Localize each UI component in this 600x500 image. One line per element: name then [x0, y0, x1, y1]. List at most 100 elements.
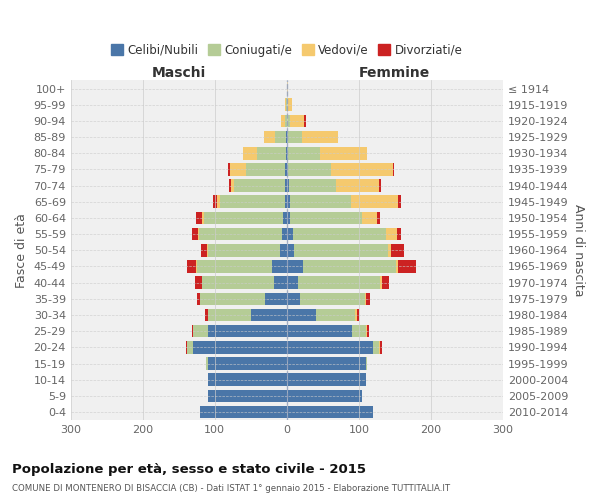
Bar: [287, 341, 373, 353]
Bar: [287, 196, 290, 208]
Bar: [208, 308, 251, 322]
Bar: [288, 98, 292, 111]
Bar: [304, 114, 305, 127]
Bar: [287, 260, 302, 273]
Bar: [205, 308, 208, 322]
Y-axis label: Anni di nascita: Anni di nascita: [572, 204, 585, 296]
Bar: [208, 390, 287, 402]
Bar: [377, 212, 380, 224]
Bar: [202, 212, 204, 224]
Bar: [287, 325, 352, 338]
Bar: [287, 308, 316, 322]
Bar: [193, 228, 197, 240]
Bar: [275, 131, 286, 143]
Bar: [187, 341, 193, 353]
Bar: [199, 228, 282, 240]
Bar: [298, 276, 380, 289]
Bar: [287, 212, 290, 224]
Bar: [355, 308, 356, 322]
Bar: [362, 212, 377, 224]
Bar: [246, 163, 286, 176]
Bar: [192, 325, 193, 338]
Bar: [230, 180, 234, 192]
Bar: [287, 147, 320, 160]
Bar: [294, 244, 388, 256]
Bar: [243, 147, 257, 160]
Bar: [200, 292, 265, 305]
Bar: [293, 228, 386, 240]
Bar: [284, 196, 287, 208]
Bar: [388, 244, 391, 256]
Bar: [286, 147, 287, 160]
Bar: [251, 308, 287, 322]
Bar: [287, 292, 300, 305]
Bar: [290, 212, 362, 224]
Bar: [380, 276, 382, 289]
Bar: [366, 357, 367, 370]
Bar: [287, 228, 293, 240]
Text: Popolazione per età, sesso e stato civile - 2015: Popolazione per età, sesso e stato civil…: [12, 462, 366, 475]
Bar: [217, 196, 220, 208]
Bar: [283, 212, 287, 224]
Bar: [287, 98, 288, 111]
Bar: [288, 163, 331, 176]
Bar: [197, 292, 200, 305]
Bar: [220, 196, 284, 208]
Bar: [386, 228, 397, 240]
Bar: [373, 341, 379, 353]
Bar: [204, 212, 283, 224]
Bar: [286, 131, 287, 143]
Bar: [200, 406, 287, 418]
Bar: [287, 114, 290, 127]
Bar: [228, 163, 230, 176]
Bar: [302, 131, 338, 143]
Bar: [208, 357, 287, 370]
Bar: [392, 163, 394, 176]
Bar: [379, 180, 381, 192]
Bar: [194, 276, 202, 289]
Bar: [287, 131, 302, 143]
Bar: [206, 357, 208, 370]
Bar: [380, 341, 382, 353]
Bar: [284, 98, 286, 111]
Bar: [265, 292, 287, 305]
Bar: [208, 244, 280, 256]
Bar: [290, 196, 351, 208]
Text: COMUNE DI MONTENERO DI BISACCIA (CB) - Dati ISTAT 1° gennaio 2015 - Elaborazione: COMUNE DI MONTENERO DI BISACCIA (CB) - D…: [12, 484, 450, 493]
Bar: [286, 163, 287, 176]
Bar: [287, 180, 289, 192]
Bar: [229, 180, 230, 192]
Bar: [366, 292, 370, 305]
Bar: [282, 228, 287, 240]
Bar: [287, 276, 298, 289]
Bar: [290, 114, 304, 127]
Bar: [396, 260, 398, 273]
Bar: [284, 114, 287, 127]
Bar: [186, 341, 187, 353]
Bar: [398, 260, 416, 273]
Bar: [272, 260, 287, 273]
Bar: [286, 98, 287, 111]
Bar: [196, 212, 202, 224]
Bar: [287, 390, 362, 402]
Bar: [257, 147, 286, 160]
Bar: [281, 114, 284, 127]
Bar: [336, 180, 379, 192]
Bar: [320, 147, 367, 160]
Bar: [365, 292, 366, 305]
Text: Femmine: Femmine: [359, 66, 430, 80]
Text: Maschi: Maschi: [152, 66, 206, 80]
Bar: [193, 341, 287, 353]
Bar: [207, 244, 208, 256]
Bar: [300, 292, 365, 305]
Bar: [287, 244, 294, 256]
Bar: [366, 325, 367, 338]
Bar: [367, 325, 369, 338]
Bar: [356, 308, 359, 322]
Bar: [208, 374, 287, 386]
Bar: [284, 180, 287, 192]
Bar: [379, 341, 380, 353]
Bar: [193, 325, 208, 338]
Bar: [208, 325, 287, 338]
Bar: [187, 260, 196, 273]
